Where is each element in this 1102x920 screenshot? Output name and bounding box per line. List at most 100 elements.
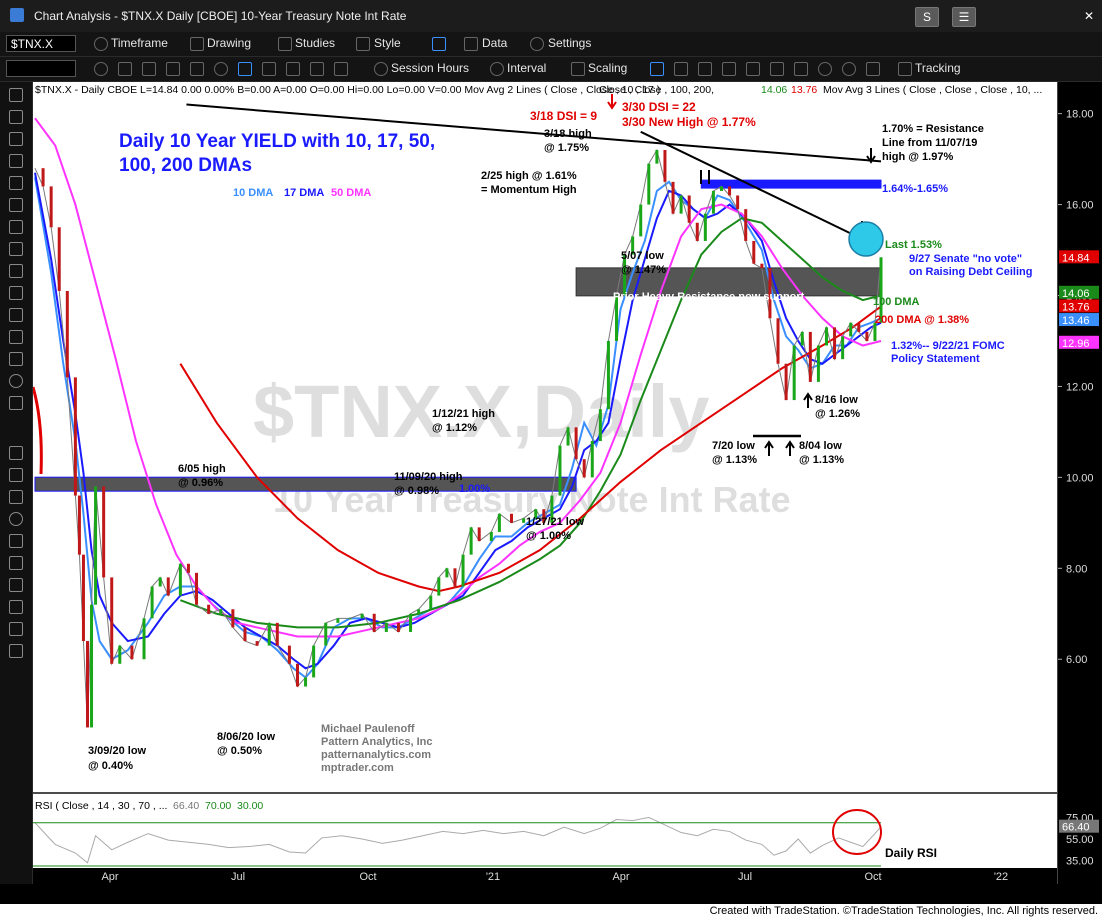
candle xyxy=(90,604,94,728)
x-tick-label: Oct xyxy=(359,871,376,883)
text-tool-icon[interactable] xyxy=(9,556,23,570)
scale-icon-4[interactable] xyxy=(722,62,736,76)
arrow-down-tool-icon[interactable] xyxy=(9,468,23,482)
candle xyxy=(550,495,554,523)
rectangle-tool-icon[interactable] xyxy=(9,534,23,548)
timeframe-menu[interactable]: Timeframe xyxy=(111,36,168,50)
gann-tool-icon[interactable] xyxy=(9,242,23,256)
arrow-resistance-head xyxy=(866,155,876,164)
price-tool-icon[interactable] xyxy=(9,600,23,614)
y-tick-label: 6.00 xyxy=(1066,654,1087,666)
cursor-icon[interactable] xyxy=(118,62,132,76)
candle xyxy=(760,263,764,269)
style-menu[interactable]: Style xyxy=(374,36,401,50)
annotation-11-sub: @ 1.47% xyxy=(621,264,666,276)
x-tick-label: '21 xyxy=(486,871,500,883)
chart-type-icon[interactable] xyxy=(432,37,446,51)
scale-icon-7[interactable] xyxy=(794,62,808,76)
target-icon[interactable] xyxy=(214,62,228,76)
candle xyxy=(142,618,146,660)
flask-icon xyxy=(278,37,292,51)
crosshair-icon[interactable] xyxy=(142,62,156,76)
circle-tool-icon[interactable] xyxy=(9,374,23,388)
last-value-label: 14.84 xyxy=(1062,252,1090,264)
andrews-tool-icon[interactable] xyxy=(9,330,23,344)
title-bar: Chart Analysis - $TNX.X Daily [CBOE] 10-… xyxy=(0,0,1102,33)
annotation-19: 1.32%-- 9/22/21 FOMC xyxy=(891,340,1005,352)
scale-icon-1[interactable] xyxy=(650,62,664,76)
alert-icon[interactable] xyxy=(334,62,348,76)
info-line-ma2-val-b: 13.76 xyxy=(791,84,817,96)
studies-menu[interactable]: Studies xyxy=(295,36,336,50)
fit-icon[interactable] xyxy=(866,62,880,76)
percent-tool-icon[interactable] xyxy=(9,578,23,592)
speed-line-tool-icon[interactable] xyxy=(9,264,23,278)
regression-tool-icon[interactable] xyxy=(9,286,23,300)
settings-menu[interactable]: Settings xyxy=(548,36,592,50)
scaling-menu[interactable]: Scaling xyxy=(588,61,628,75)
y-tick-label: 18.00 xyxy=(1066,109,1094,121)
menu-button[interactable]: ☰ xyxy=(952,7,976,27)
candle xyxy=(304,677,308,687)
scale-icon-5[interactable] xyxy=(746,62,760,76)
delete-tool-icon[interactable] xyxy=(9,622,23,636)
candle xyxy=(178,563,182,596)
link-icon[interactable] xyxy=(94,62,108,76)
grid-icon[interactable] xyxy=(190,62,204,76)
hline-tool-icon[interactable] xyxy=(9,154,23,168)
candle xyxy=(231,609,235,628)
cycle-tool-icon[interactable] xyxy=(9,352,23,366)
arrow-tool-icon[interactable] xyxy=(9,490,23,504)
crosshair-tool-icon[interactable] xyxy=(9,110,23,124)
trendline-tool-icon[interactable] xyxy=(9,132,23,146)
candle xyxy=(510,513,514,523)
symbol-input[interactable]: $TNX.X xyxy=(6,35,76,52)
annotation-13: 1.64%-1.65% xyxy=(882,183,948,195)
series-50-dma xyxy=(34,117,882,638)
tracking-menu[interactable]: Tracking xyxy=(915,61,961,75)
news-icon[interactable] xyxy=(310,62,324,76)
annotation-10-sub: 3/30 New High @ 1.77% xyxy=(622,115,756,129)
session-hours-menu[interactable]: Session Hours xyxy=(391,61,470,75)
candle xyxy=(384,622,388,632)
candle xyxy=(158,577,162,587)
candle xyxy=(728,186,732,196)
vline-tool-icon[interactable] xyxy=(9,176,23,190)
scale-icon-6[interactable] xyxy=(770,62,784,76)
last-value-marker xyxy=(1059,335,1099,349)
zoom-out-icon[interactable] xyxy=(842,62,856,76)
data-menu[interactable]: Data xyxy=(482,36,508,50)
annotation-12-sub: Line from 11/07/19 xyxy=(882,137,977,149)
session-icon xyxy=(374,62,388,76)
channel-tool-icon[interactable] xyxy=(9,198,23,212)
scale-icon-3[interactable] xyxy=(698,62,712,76)
rsi-tick-label: 35.00 xyxy=(1066,856,1094,868)
candle xyxy=(409,613,413,632)
bars-icon[interactable] xyxy=(286,62,300,76)
arc-tool-icon[interactable] xyxy=(9,396,23,410)
zoom-in-icon[interactable] xyxy=(818,62,832,76)
close-window-button[interactable]: ✕ xyxy=(1083,9,1095,23)
drawing-menu[interactable]: Drawing xyxy=(207,36,252,50)
scale-icon-2[interactable] xyxy=(674,62,688,76)
pitchfork-tool-icon[interactable] xyxy=(9,308,23,322)
ellipse-tool-icon[interactable] xyxy=(9,512,23,526)
candle xyxy=(396,622,400,632)
interval-menu[interactable]: Interval xyxy=(507,61,547,75)
expand-icon[interactable] xyxy=(1078,62,1092,76)
data-window-icon[interactable] xyxy=(238,62,252,76)
candle xyxy=(647,163,651,205)
draw-tool-icon[interactable] xyxy=(9,644,23,658)
layers-icon[interactable] xyxy=(262,62,276,76)
candle xyxy=(417,609,421,614)
pointer-tool-icon[interactable] xyxy=(9,88,23,102)
symbol-link-button[interactable]: S xyxy=(915,7,939,27)
chart-area[interactable]: $TNX.X,Daily 10 Year Treasury Note Int R… xyxy=(31,82,1057,884)
interval-select[interactable] xyxy=(6,60,76,77)
candle xyxy=(598,409,602,441)
y-axis[interactable]: 6.008.0010.0012.0014.0016.0018.0014.8414… xyxy=(1057,82,1102,884)
fib-tool-icon[interactable] xyxy=(9,220,23,234)
arrow-up-tool-icon[interactable] xyxy=(9,446,23,460)
last-price-highlight-circle xyxy=(848,221,884,257)
zoom-icon[interactable] xyxy=(166,62,180,76)
